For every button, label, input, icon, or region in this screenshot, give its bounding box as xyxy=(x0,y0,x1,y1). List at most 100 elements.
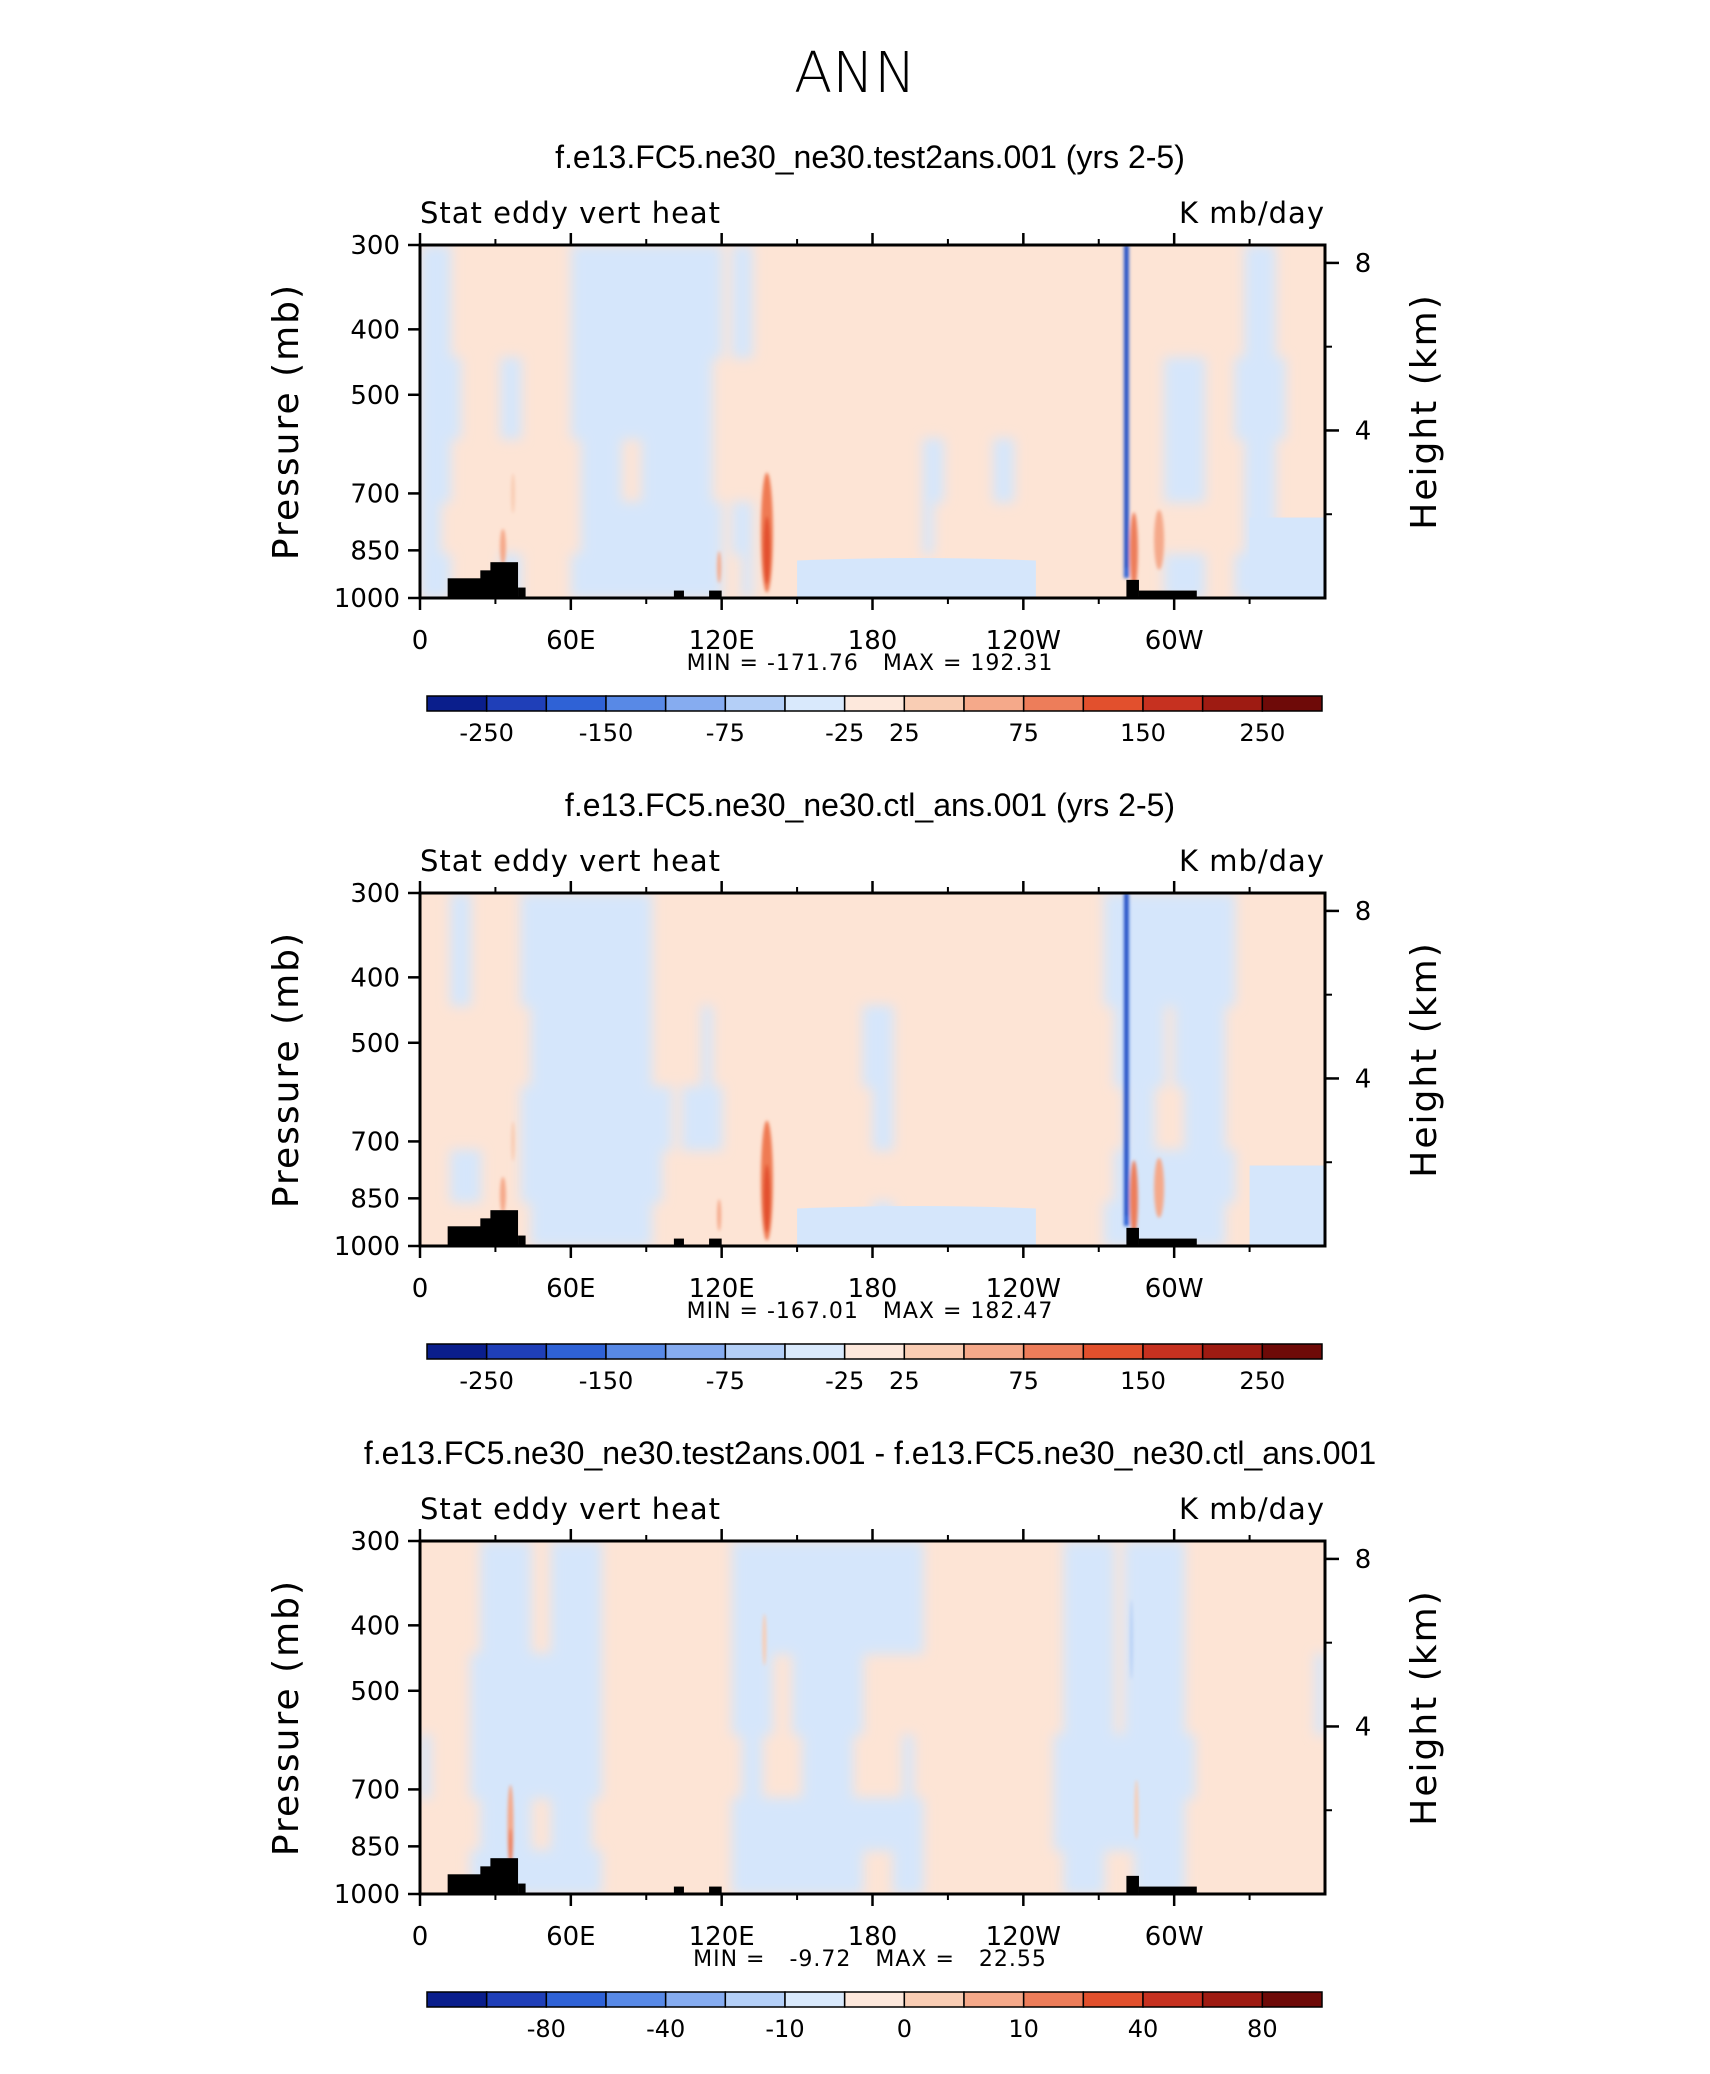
topography xyxy=(447,562,1197,598)
colorbar-box xyxy=(843,695,906,712)
boundary-layer xyxy=(797,1205,1036,1246)
colorbar-box xyxy=(903,1991,965,2008)
colorbar-box xyxy=(784,695,846,712)
colorbar-box xyxy=(485,1991,548,2008)
colorbar-box xyxy=(1142,1343,1204,1360)
colorbar-box xyxy=(724,1991,786,2008)
height-tick-label: 4 xyxy=(1355,416,1372,446)
colorbar-label: -25 xyxy=(825,719,864,747)
colorbar-box xyxy=(724,1343,786,1360)
colorbar-label: -80 xyxy=(527,2015,566,2043)
contour-field xyxy=(420,893,1325,1246)
field-patches xyxy=(420,245,1286,598)
colorbar-box xyxy=(1142,1991,1204,2008)
x-tick-label: 180 xyxy=(848,626,898,656)
x-tick-label: 180 xyxy=(848,1922,898,1952)
colorbar-box xyxy=(843,1343,906,1360)
min-max-stats: MIN = -167.01 MAX = 182.47 xyxy=(687,1299,1054,1324)
x-tick-label: 120E xyxy=(689,626,755,656)
chart-panel-1: f.e13.FC5.ne30_ne30.test2ans.001 (yrs 2-… xyxy=(266,139,1445,747)
diff-feature-andes xyxy=(1129,1599,1133,1680)
colorbar-label: -75 xyxy=(706,1367,745,1395)
east-patch xyxy=(1249,1165,1325,1246)
topo-africa-mid xyxy=(480,1218,493,1246)
colorbar-label: 0 xyxy=(897,2015,912,2043)
feature-africa-light xyxy=(511,1121,516,1162)
colorbar-label: -250 xyxy=(459,1367,513,1395)
min-max-stats: MIN = -9.72 MAX = 22.55 xyxy=(693,1947,1047,1972)
x-tick-label: 60E xyxy=(546,1922,596,1952)
topo-africa-mid xyxy=(480,570,493,598)
colorbar-box xyxy=(664,1343,727,1360)
colorbar-box xyxy=(545,1343,607,1360)
y-tick-label: 1000 xyxy=(334,1232,400,1262)
height-tick-label: 8 xyxy=(1355,897,1372,927)
x-tick-label: 60W xyxy=(1145,1922,1204,1952)
colorbar-label: 10 xyxy=(1008,2015,1039,2043)
colorbar-box xyxy=(605,1991,667,2008)
units-label: K mb/day xyxy=(1179,196,1325,230)
colorbar-box xyxy=(545,1991,607,2008)
colorbar-box xyxy=(1022,695,1085,712)
feature-120e-core xyxy=(763,1164,771,1233)
colorbar-box xyxy=(1261,1343,1323,1360)
x-tick-label: 120W xyxy=(986,1274,1061,1304)
colorbar-label: 75 xyxy=(1008,1367,1039,1395)
x-tick-label: 120W xyxy=(986,1922,1061,1952)
x-tick-label: 120W xyxy=(986,626,1061,656)
topo-south-america xyxy=(1138,1238,1197,1246)
colorbar-box xyxy=(485,1343,548,1360)
topo-africa-east xyxy=(490,1858,519,1894)
feature-africa-red xyxy=(499,528,506,565)
colorbar-label: 25 xyxy=(889,719,920,747)
y-tick-label: 400 xyxy=(350,1611,400,1641)
feature-africa-red xyxy=(499,1176,506,1213)
topo-indonesia-1 xyxy=(673,590,684,598)
colorbar-box xyxy=(963,1991,1025,2008)
topo-indonesia-2 xyxy=(709,590,722,598)
y-tick-label: 1000 xyxy=(334,584,400,614)
colorbar-box xyxy=(724,695,786,712)
colorbar-label: 25 xyxy=(889,1367,920,1395)
strong-features xyxy=(499,893,1165,1241)
colorbar-label: 250 xyxy=(1239,1367,1285,1395)
x-tick-label: 0 xyxy=(412,626,429,656)
height-tick-label: 4 xyxy=(1355,1064,1372,1094)
topo-africa-east xyxy=(490,1210,519,1246)
diff-feature-andes-red xyxy=(1134,1779,1139,1840)
colorbar-box xyxy=(903,1343,965,1360)
strong-features xyxy=(507,1599,1139,1865)
feature-120e-core xyxy=(763,516,771,585)
colorbar-box xyxy=(1201,695,1264,712)
topo-africa-edge xyxy=(518,1883,526,1894)
y-tick-label: 850 xyxy=(350,1184,400,1214)
colorbar-label: -40 xyxy=(646,2015,685,2043)
y-axis-label: Pressure (mb) xyxy=(266,283,307,560)
units-label: K mb/day xyxy=(1179,844,1325,878)
figure-title: ANN xyxy=(794,41,916,106)
x-tick-label: 60W xyxy=(1145,626,1204,656)
topography xyxy=(447,1858,1197,1894)
topo-indonesia-2 xyxy=(709,1886,722,1894)
topo-indonesia-1 xyxy=(673,1238,684,1246)
colorbar-box xyxy=(1022,1343,1085,1360)
x-tick-label: 180 xyxy=(848,1274,898,1304)
colorbar-label: -25 xyxy=(825,1367,864,1395)
colorbar-box xyxy=(1201,1991,1264,2008)
colorbar-box xyxy=(605,1343,667,1360)
feature-africa-light xyxy=(511,473,516,514)
colorbar-label: -250 xyxy=(459,719,513,747)
y-tick-label: 300 xyxy=(350,1527,400,1557)
y-tick-label: 850 xyxy=(350,536,400,566)
y-tick-label: 400 xyxy=(350,315,400,345)
chart-panel-3: f.e13.FC5.ne30_ne30.test2ans.001 - f.e13… xyxy=(266,1435,1445,2043)
topo-africa-west xyxy=(447,1226,483,1246)
feature-60w-red xyxy=(1154,1157,1165,1218)
topo-south-america xyxy=(1138,590,1197,598)
y-tick-label: 300 xyxy=(350,231,400,261)
topo-africa-mid xyxy=(480,1866,493,1894)
colorbar-label: 150 xyxy=(1120,1367,1166,1395)
colorbar-box xyxy=(1201,1343,1264,1360)
height-axis-label: Height (km) xyxy=(1404,941,1445,1177)
